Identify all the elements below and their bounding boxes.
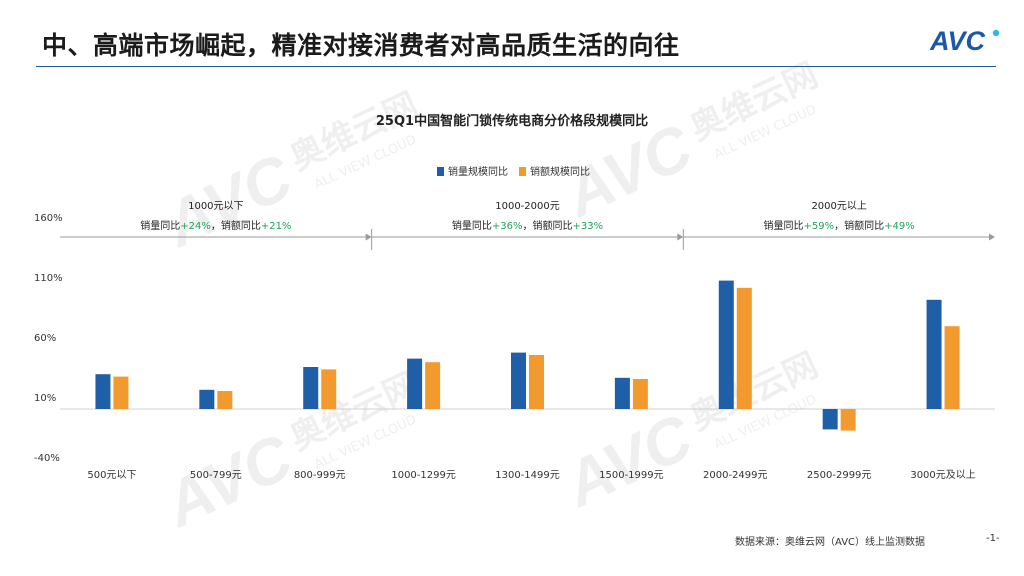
group-stat: 销量同比+24%，销额同比+21% <box>140 219 291 232</box>
x-tick-label: 1500-1999元 <box>599 470 664 481</box>
legend-label-1: 销量规模同比 <box>448 165 508 178</box>
group-stat-part: +33% <box>573 221 604 232</box>
bar-value <box>529 355 544 409</box>
group-stat-part: +21% <box>261 221 292 232</box>
group-stat-part: 销量同比 <box>452 219 492 232</box>
bar-value <box>217 391 233 409</box>
x-tick-label: 2000-2499元 <box>703 470 768 481</box>
data-source: 数据来源：奥维云网（AVC）线上监测数据 <box>735 537 926 548</box>
bar-value <box>113 376 129 409</box>
bar-volume <box>718 280 734 409</box>
group-stat-part: +36% <box>492 221 523 232</box>
legend-swatch-1 <box>437 167 444 176</box>
x-tick-label: 500-799元 <box>190 470 242 481</box>
chart-title: 25Q1中国智能门锁传统电商分价格段规模同比 <box>376 113 648 129</box>
y-tick-label: 110% <box>34 273 63 284</box>
bar-volume <box>407 358 423 409</box>
x-tick-label: 2500-2999元 <box>807 470 872 481</box>
group-arrow-head <box>989 233 995 241</box>
group-stat-part: +24% <box>180 221 211 232</box>
group-stat: 销量同比+59%，销额同比+49% <box>764 219 915 232</box>
y-tick-label: 60% <box>34 333 56 344</box>
group-arrow-head <box>365 233 372 241</box>
bar-volume <box>511 352 526 409</box>
bar-volume <box>95 374 111 409</box>
bar-volume <box>614 377 630 409</box>
y-tick-label: -40% <box>34 453 60 464</box>
bar-value <box>632 379 648 409</box>
page-number: -1- <box>986 533 1000 544</box>
bar-volume <box>303 367 319 409</box>
group-stat-part: +59% <box>804 221 835 232</box>
header-divider <box>36 66 996 67</box>
bar-value <box>840 409 856 431</box>
x-tick-label: 1300-1499元 <box>495 470 560 481</box>
group-stat-part: 销量同比 <box>140 219 180 232</box>
x-tick-label: 1000-1299元 <box>391 470 456 481</box>
group-stat-part: 销量同比 <box>764 219 804 232</box>
x-tick-label: 500元以下 <box>87 470 136 481</box>
bar-volume <box>926 299 942 409</box>
y-tick-label: 160% <box>34 213 63 224</box>
page-title: 中、高端市场崛起，精准对接消费者对高品质生活的向往 <box>42 31 680 60</box>
bar-value <box>321 369 337 409</box>
avc-logo: AVC <box>930 26 1000 56</box>
group-stat-part: ，销额同比 <box>523 219 573 232</box>
bar-value <box>425 362 441 409</box>
bar-value <box>944 326 960 409</box>
group-label: 1000-2000元 <box>495 201 560 212</box>
group-label: 2000元以上 <box>811 200 866 212</box>
group-arrow-head <box>677 233 684 241</box>
x-tick-label: 800-999元 <box>294 470 346 481</box>
group-stat-part: ，销额同比 <box>834 219 884 232</box>
legend-swatch-2 <box>519 167 526 176</box>
group-stat-part: +49% <box>884 221 915 232</box>
y-tick-label: 10% <box>34 393 56 404</box>
avc-logo-dot <box>992 29 1000 37</box>
x-tick-label: 3000元及以上 <box>910 469 975 481</box>
bar-value <box>736 287 752 409</box>
bar-volume <box>822 409 838 430</box>
group-label: 1000元以下 <box>188 201 243 212</box>
group-stat-part: ，销额同比 <box>211 219 261 232</box>
legend-label-2: 销额规模同比 <box>530 165 590 178</box>
bar-volume <box>199 389 215 409</box>
avc-logo-text: AVC <box>930 26 986 56</box>
group-stat: 销量同比+36%，销额同比+33% <box>452 219 603 232</box>
